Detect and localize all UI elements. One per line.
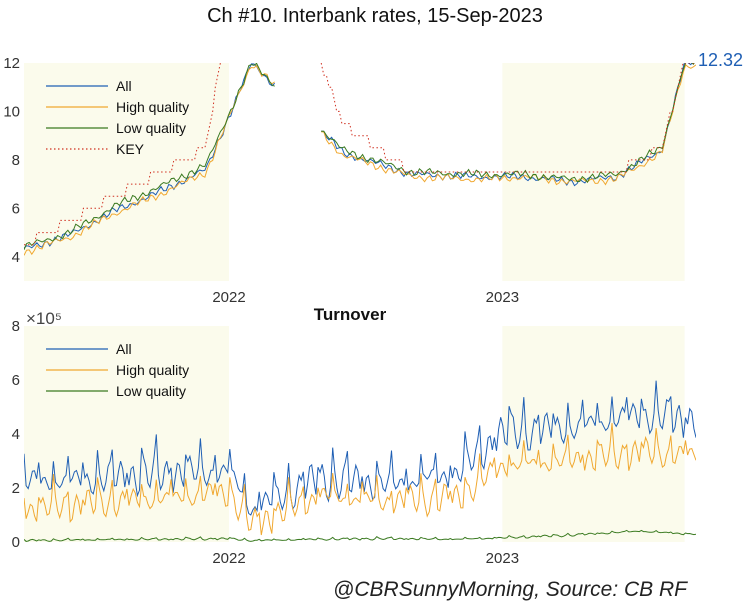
x-tick-label-2023: 2023 xyxy=(486,289,519,306)
series-line-key xyxy=(24,63,696,246)
shaded-period-0 xyxy=(24,326,230,542)
series-line-low-quality xyxy=(24,529,696,542)
turnover-panel: 0 2 4 6 8 2022 2023 All High quality Low quality T… xyxy=(12,305,696,567)
y-tick-label: 6 xyxy=(12,372,20,389)
shaded-period-0 xyxy=(24,63,230,281)
series-line-all xyxy=(24,380,696,516)
x-tick-label-2022: 2022 xyxy=(212,289,245,306)
legend-label-low-quality: Low quality xyxy=(116,383,186,399)
x-tick-label-2022: 2022 xyxy=(212,550,245,567)
series-line-high-quality xyxy=(24,422,696,536)
source-credit: @CBRSunnyMorning, Source: CB RF xyxy=(333,578,687,601)
y-tick-label: 8 xyxy=(12,318,20,335)
y-tick-label: 10 xyxy=(3,103,20,120)
y-scale-label: ×10⁵ xyxy=(26,309,62,328)
legend-label-all: All xyxy=(116,78,132,94)
legend-label-key: KEY xyxy=(116,141,145,157)
legend-label-high-quality: High quality xyxy=(116,362,189,378)
legend-label-all: All xyxy=(116,341,132,357)
legend-label-low-quality: Low quality xyxy=(116,120,186,136)
rates-panel: 4 6 8 10 12 2022 2023 All High quality Low qualit… xyxy=(3,50,743,306)
x-tick-label-2023: 2023 xyxy=(486,550,519,567)
y-tick-label: 0 xyxy=(12,534,20,551)
y-tick-label: 12 xyxy=(3,55,20,72)
y-tick-label: 2 xyxy=(12,480,20,497)
panel-title: Turnover xyxy=(314,305,387,324)
y-tick-label: 4 xyxy=(12,249,20,266)
last-value-label: 12.32 xyxy=(698,50,743,70)
y-tick-label: 6 xyxy=(12,200,20,217)
series-line-low-quality xyxy=(24,63,695,250)
legend-label-high-quality: High quality xyxy=(116,99,189,115)
y-tick-label: 4 xyxy=(12,426,20,443)
shaded-period-1 xyxy=(502,326,685,542)
chart-title: Ch #10. Interbank rates, 15-Sep-2023 xyxy=(207,5,543,27)
y-tick-label: 8 xyxy=(12,152,20,169)
